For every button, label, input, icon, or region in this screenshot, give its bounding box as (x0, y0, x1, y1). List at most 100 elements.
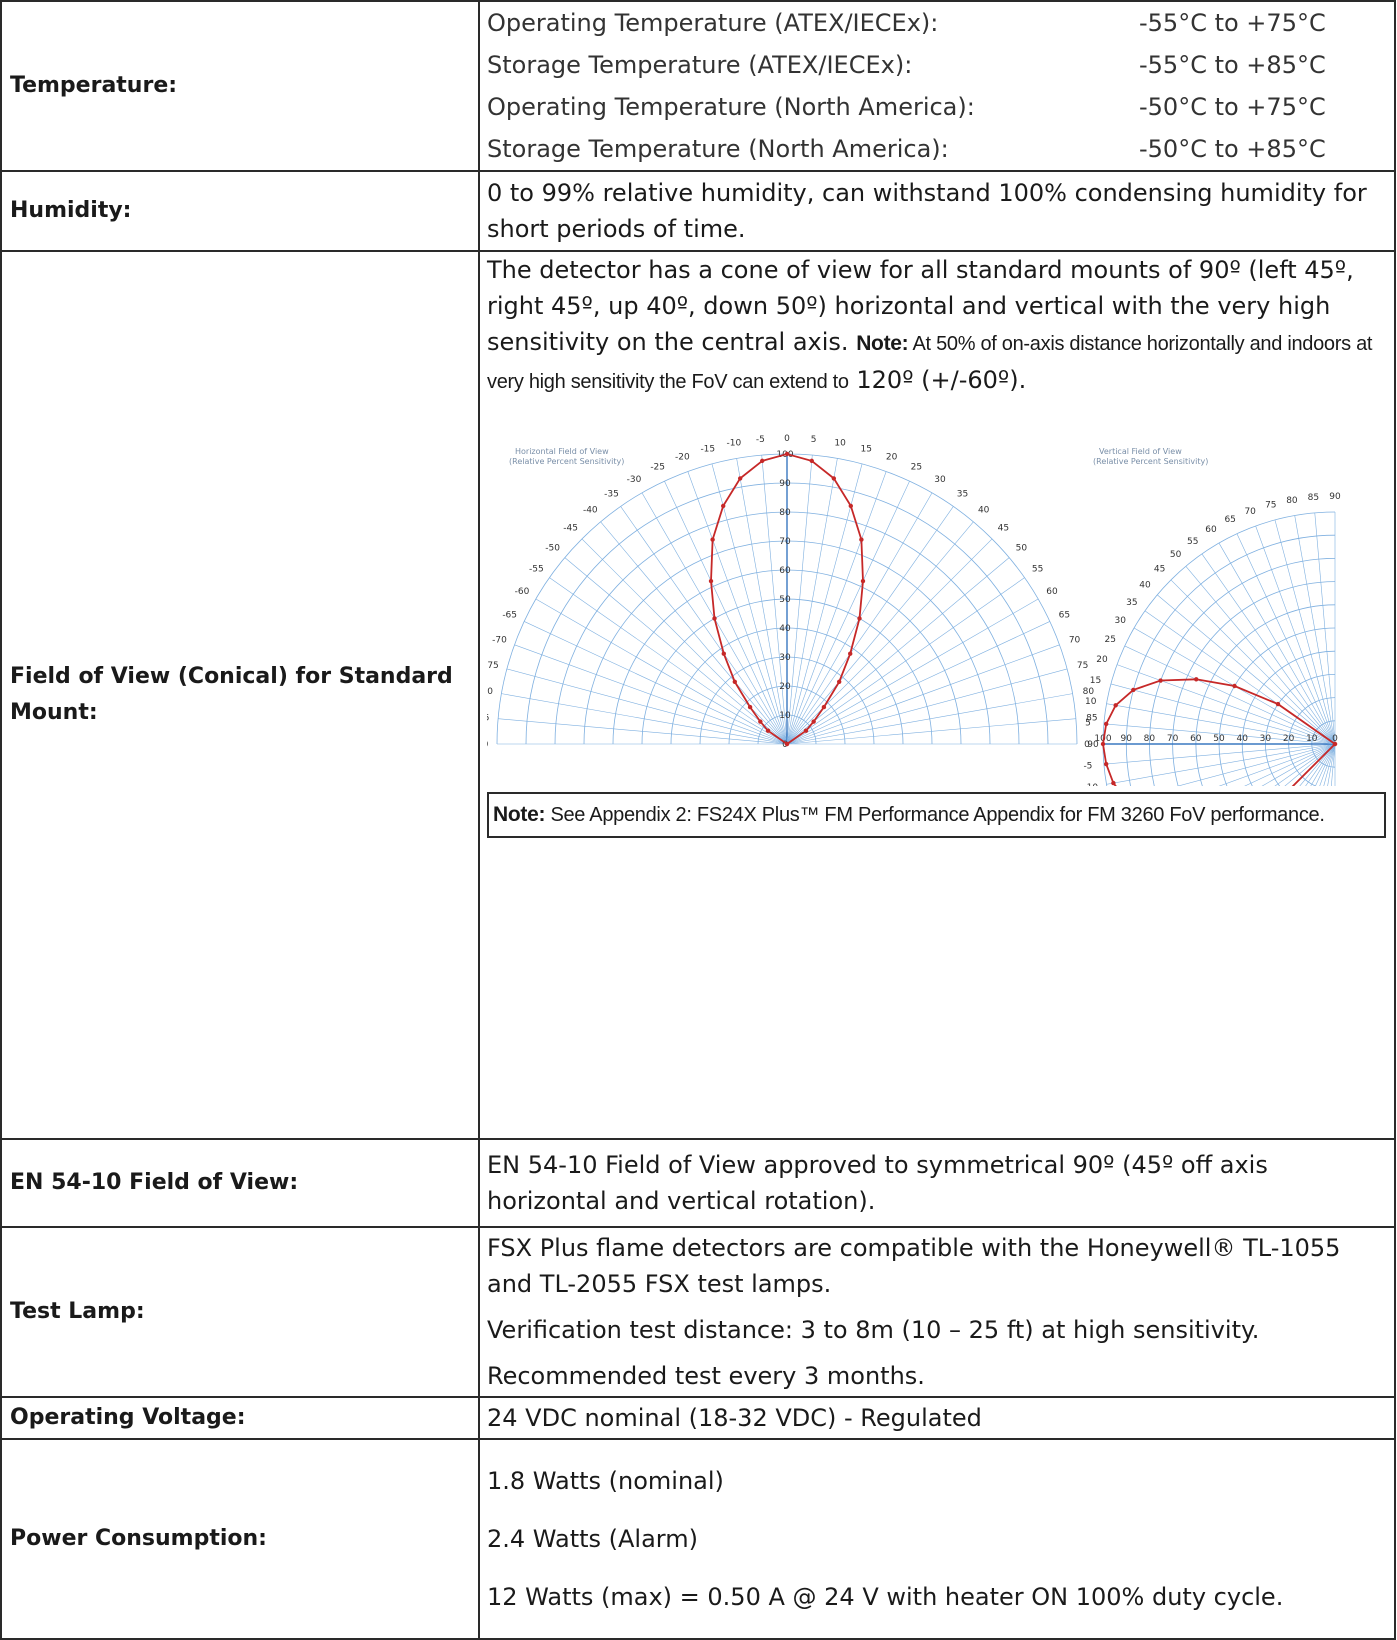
data-point (857, 616, 862, 621)
data-point (1232, 683, 1237, 689)
angle-tick-label: -5 (756, 435, 765, 445)
data-point (821, 704, 827, 710)
angle-tick-label: 65 (1059, 611, 1070, 621)
grid-ring (1265, 674, 1336, 786)
data-point (1103, 721, 1109, 727)
list-item: Storage Temperature (North America): -50°… (487, 128, 1386, 170)
item-name: Storage Temperature (North America): (487, 135, 949, 163)
grid-spoke (687, 471, 788, 745)
angle-tick-label: -45 (563, 524, 578, 534)
fov-description: The detector has a cone of view for all … (487, 252, 1386, 400)
angle-tick-label: 35 (1126, 598, 1137, 608)
grid-spoke (711, 463, 788, 745)
angle-tick-label: 70 (1069, 635, 1081, 645)
grid-spoke (786, 577, 1025, 745)
paragraph: Verification test distance: 3 to 8m (10 … (487, 1316, 1260, 1344)
radial-tick-label: 20 (1283, 734, 1295, 744)
angle-tick-label: 40 (1139, 581, 1151, 591)
grid-spoke (786, 668, 1068, 745)
angle-tick-label: -75 (487, 661, 499, 671)
angle-tick-label: 60 (1205, 525, 1217, 535)
grid-spoke (1124, 645, 1336, 745)
grid-spoke (786, 521, 974, 745)
grid-spoke (786, 481, 910, 745)
angle-tick-label: 25 (1105, 635, 1116, 645)
angle-tick-label: -50 (545, 543, 560, 553)
row-humidity: Humidity: 0 to 99% relative humidity, ca… (0, 170, 1396, 252)
fov-text: The detector has a cone of view for all … (487, 256, 1354, 356)
item-value: -55°C to +75°C (1139, 9, 1326, 37)
row-label: Test Lamp: (0, 1226, 480, 1398)
grid-spoke (1274, 743, 1336, 786)
grid-spoke (786, 718, 1076, 745)
data-point (848, 651, 853, 656)
angle-tick-label: 10 (1085, 697, 1097, 707)
angle-tick-label: 50 (1016, 543, 1028, 553)
grid-spoke (1274, 519, 1336, 745)
angle-tick-label: 20 (1096, 655, 1108, 665)
grid-spoke (1116, 664, 1336, 745)
angle-tick-label: 85 (1086, 713, 1097, 723)
horizontal-fov-chart: Horizontal Field of View (Relative Perce… (487, 434, 1099, 750)
grid-spoke (761, 455, 788, 745)
grid-spoke (786, 557, 1010, 745)
note-label: Note: (493, 803, 546, 826)
list-item: Operating Temperature (North America): -5… (487, 86, 1386, 128)
radial-tick-label: 90 (779, 479, 791, 489)
angle-tick-label: 75 (1077, 661, 1088, 671)
row-fov: Field of View (Conical) for Standard Mou… (0, 250, 1396, 1140)
grid-spoke (664, 481, 788, 745)
data-point (765, 728, 771, 733)
angle-tick-label: 40 (978, 506, 990, 516)
grid-spoke (1327, 743, 1336, 786)
angle-tick-label: 90 (1329, 492, 1341, 502)
radial-tick-label: 80 (779, 508, 791, 518)
paragraph: 1.8 Watts (nominal) (487, 1467, 724, 1495)
angle-tick-label: -55 (529, 564, 544, 574)
radial-tick-label: 80 (1144, 734, 1156, 744)
angle-tick-label: 90 (1087, 740, 1099, 750)
angle-tick-label: 80 (1083, 687, 1095, 697)
grid-spoke (1261, 743, 1336, 786)
grid-spoke (1305, 743, 1336, 786)
row-value: EN 54-10 Field of View approved to symme… (478, 1138, 1396, 1228)
grid-spoke (786, 644, 1060, 745)
radial-tick-label: 70 (1167, 734, 1179, 744)
data-point (712, 616, 717, 621)
radial-tick-label: 30 (779, 653, 791, 663)
grid-spoke (786, 506, 954, 745)
grid-spoke (501, 693, 788, 745)
angle-tick-label: -20 (675, 452, 690, 462)
vertical-fov-chart: Vertical Field of View (Relative Percent… (1083, 447, 1341, 786)
grid-spoke (1201, 553, 1336, 745)
radial-tick-label: 60 (779, 566, 791, 576)
angle-tick-label: 70 (1244, 507, 1256, 517)
note-tail: 120º (+/-60º). (856, 366, 1027, 394)
angle-tick-label: 50 (1170, 550, 1182, 560)
power-values: 1.8 Watts (nominal) 2.4 Watts (Alarm) 12… (478, 1438, 1396, 1640)
angle-tick-label: 30 (1114, 616, 1126, 626)
grid-spoke (736, 458, 788, 745)
grid-spoke (1255, 525, 1336, 745)
data-point (811, 719, 816, 724)
row-label: Power Consumption: (0, 1438, 480, 1640)
angle-tick-label: -15 (700, 444, 715, 454)
data-point (721, 651, 726, 656)
angle-tick-label: 85 (1308, 493, 1319, 503)
data-point (848, 503, 853, 509)
grid-spoke (786, 598, 1039, 745)
row-voltage: Operating Voltage: 24 VDC nominal (18-32… (0, 1396, 1396, 1440)
chart-title: Vertical Field of View (1099, 447, 1182, 456)
radial-tick-label: 50 (1213, 734, 1225, 744)
data-point (1103, 761, 1109, 767)
paragraph: Recommended test every 3 months. (487, 1362, 925, 1390)
row-value: 24 VDC nominal (18-32 VDC) - Regulated (478, 1396, 1396, 1440)
radial-tick-label: 70 (779, 537, 791, 547)
radial-tick-label: 0 (1332, 734, 1338, 744)
grid-spoke (1310, 743, 1336, 786)
radial-tick-label: 40 (779, 624, 791, 634)
data-point (1111, 780, 1116, 786)
angle-tick-label: 60 (1046, 587, 1058, 597)
angle-tick-label: -40 (583, 506, 598, 516)
data-point (809, 458, 814, 464)
